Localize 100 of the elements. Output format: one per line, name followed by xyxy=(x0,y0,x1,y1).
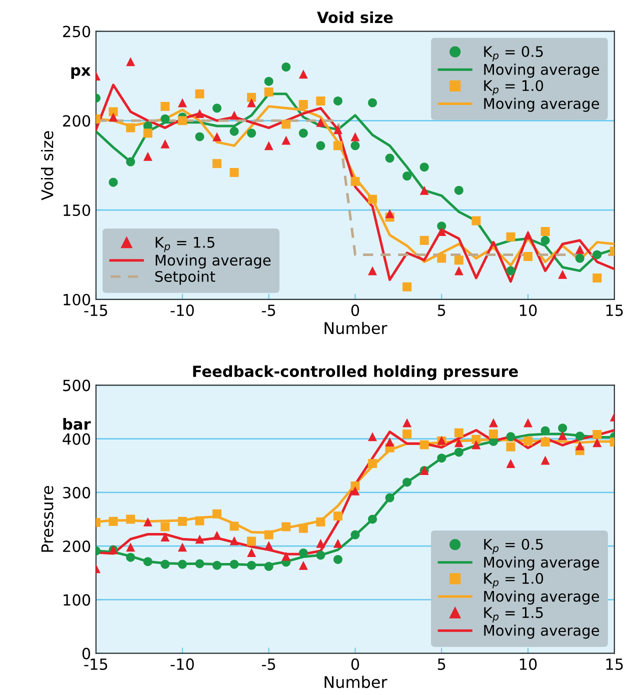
point xyxy=(108,516,118,526)
point xyxy=(540,456,550,465)
legend-label: Moving average xyxy=(156,254,271,269)
point xyxy=(230,126,239,136)
y-tick-label: 100 xyxy=(64,594,90,606)
point xyxy=(385,493,394,502)
point xyxy=(282,136,291,145)
point xyxy=(195,108,204,118)
point xyxy=(385,209,394,218)
point xyxy=(437,254,446,263)
point xyxy=(524,436,532,446)
point xyxy=(160,560,170,569)
point xyxy=(402,429,412,438)
point xyxy=(454,428,464,438)
point xyxy=(143,128,152,138)
point xyxy=(454,186,464,195)
point xyxy=(540,236,550,245)
point xyxy=(420,236,429,245)
point xyxy=(178,542,187,552)
point xyxy=(126,157,136,166)
point xyxy=(247,128,256,138)
x-tick-label: 0 xyxy=(351,658,360,670)
legend-label: K$_{p}$ = 1.0 xyxy=(484,572,544,588)
point xyxy=(108,178,118,187)
x-tick-label: 15 xyxy=(606,304,623,316)
point xyxy=(108,112,118,122)
legend-label: Moving average xyxy=(484,556,600,571)
point xyxy=(420,186,429,195)
point xyxy=(420,162,429,172)
point xyxy=(178,98,187,108)
point xyxy=(385,438,394,447)
chart-title: Feedback-controlled holding pressure xyxy=(193,365,518,380)
point xyxy=(524,252,532,261)
y-tick-label: 500 xyxy=(63,380,90,392)
point xyxy=(472,434,481,444)
point xyxy=(195,534,204,544)
point xyxy=(592,273,602,282)
point xyxy=(247,548,256,557)
point xyxy=(402,282,412,292)
point xyxy=(368,266,377,276)
point xyxy=(333,141,342,150)
point xyxy=(160,522,170,532)
legend-label: K$_{p}$ = 0.5 xyxy=(484,538,543,554)
y-tick-label: 400 xyxy=(62,433,90,445)
x-tick-label: -10 xyxy=(170,304,194,316)
point xyxy=(247,92,256,102)
x-tick-label: 0 xyxy=(351,304,360,316)
point xyxy=(506,266,516,276)
point xyxy=(592,430,602,440)
point xyxy=(316,538,326,548)
point xyxy=(454,438,464,448)
point xyxy=(282,522,291,532)
point xyxy=(264,88,274,97)
x-tick-label: -5 xyxy=(262,304,276,316)
point xyxy=(454,266,464,276)
point xyxy=(316,517,326,526)
point xyxy=(333,96,342,106)
point xyxy=(575,432,584,441)
point xyxy=(264,562,274,571)
point xyxy=(264,530,274,540)
point xyxy=(126,57,136,66)
y-tick-label: 200 xyxy=(63,115,90,127)
y-tick-label: 100 xyxy=(64,294,90,306)
point xyxy=(350,132,360,142)
point xyxy=(333,125,342,134)
point xyxy=(540,426,550,436)
y-axis-title: Pressure xyxy=(41,486,54,552)
point xyxy=(282,552,291,561)
point xyxy=(230,110,239,120)
point xyxy=(488,418,498,428)
point xyxy=(264,76,274,86)
point xyxy=(420,440,429,450)
point xyxy=(472,440,481,450)
point xyxy=(160,532,170,542)
point xyxy=(575,441,584,450)
point xyxy=(195,516,204,526)
point xyxy=(524,230,532,240)
point xyxy=(212,132,222,142)
point xyxy=(368,98,377,108)
x-axis-title: Number xyxy=(324,322,388,334)
y-axis-title: Void size xyxy=(40,131,54,200)
point xyxy=(488,429,498,438)
point xyxy=(316,141,326,150)
point xyxy=(350,486,360,496)
point xyxy=(298,70,308,79)
point xyxy=(368,432,377,442)
x-tick-label: 15 xyxy=(606,658,623,670)
point xyxy=(506,432,516,442)
legend-label: K$_{p}$ = 1.5 xyxy=(484,607,543,622)
y-tick-label: 300 xyxy=(63,486,90,498)
point xyxy=(126,514,136,524)
point xyxy=(126,542,136,552)
legend-label: K$_{p}$ = 0.5 xyxy=(484,46,543,62)
point xyxy=(592,438,602,448)
point xyxy=(385,154,394,163)
x-tick-label: -15 xyxy=(84,304,108,316)
x-tick-label: -15 xyxy=(84,658,108,670)
legend-label: K$_{p}$ = 1.5 xyxy=(156,237,214,252)
point xyxy=(160,114,170,124)
point xyxy=(506,458,516,468)
